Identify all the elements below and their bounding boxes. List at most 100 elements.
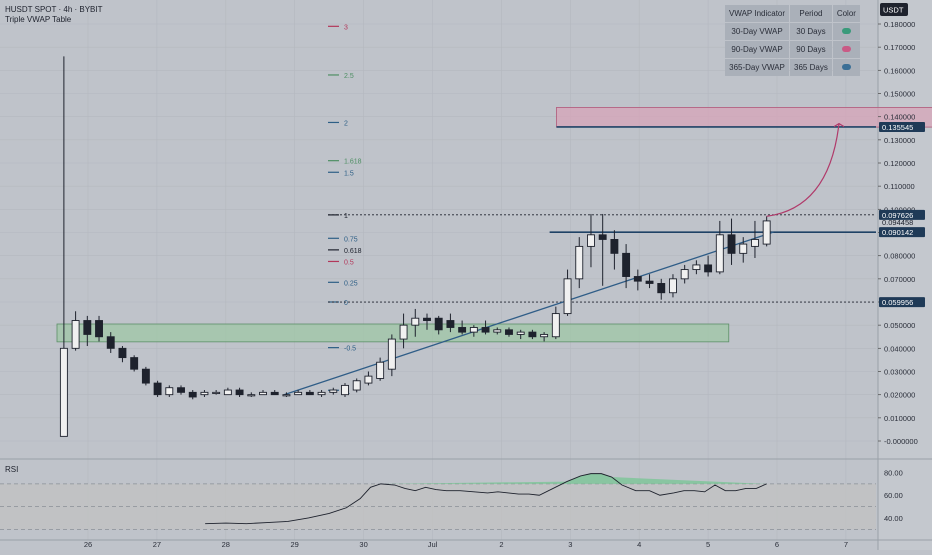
currency-button-label[interactable]: USDT bbox=[883, 6, 904, 15]
fib-level-label: 1 bbox=[344, 213, 348, 220]
ascending-trendline bbox=[284, 231, 774, 396]
vwap-table-header: VWAP Indicator Period Color bbox=[725, 5, 860, 22]
time-axis-label: 7 bbox=[844, 540, 848, 549]
candle-body bbox=[610, 238, 619, 254]
candle-body bbox=[727, 234, 736, 254]
vwap-row-name: 365-Day VWAP bbox=[725, 59, 790, 76]
rsi-line bbox=[205, 473, 767, 525]
fib-level-label: 1.618 bbox=[344, 159, 362, 166]
candle-body bbox=[317, 391, 326, 396]
candle-body bbox=[188, 391, 197, 398]
candle-body bbox=[352, 380, 361, 391]
candle-body bbox=[259, 391, 267, 396]
vwap-row-period: 365 Days bbox=[790, 59, 832, 76]
candle-body bbox=[434, 317, 443, 331]
time-axis-label: 3 bbox=[568, 540, 572, 549]
fib-level-label: 2.5 bbox=[344, 73, 354, 80]
price-label-text: 0.090142 bbox=[882, 228, 913, 237]
price-tick-label: 0.110000 bbox=[884, 182, 915, 191]
price-tick-label: 0.160000 bbox=[884, 66, 915, 75]
vwap-row: 90-Day VWAP 90 Days bbox=[725, 41, 860, 58]
candle-body bbox=[469, 327, 478, 333]
candle-body bbox=[71, 320, 80, 349]
candle-body bbox=[516, 331, 525, 335]
vwap-row: 30-Day VWAP 30 Days bbox=[725, 23, 860, 40]
time-axis-label: 2 bbox=[499, 540, 503, 549]
vwap-row-color bbox=[832, 59, 860, 76]
target-arrow bbox=[766, 123, 840, 217]
fib-level-label: 0 bbox=[344, 300, 348, 307]
candle-body bbox=[505, 329, 513, 335]
price-tick-label: 0.010000 bbox=[884, 414, 915, 423]
vwap-row-color bbox=[832, 41, 860, 58]
candle-body bbox=[223, 389, 232, 396]
candle-body bbox=[458, 327, 467, 333]
candle-body bbox=[200, 391, 209, 396]
candle-body bbox=[153, 382, 162, 396]
price-label-box bbox=[879, 227, 925, 238]
price-label-box bbox=[879, 297, 925, 308]
price-tick-label: 0.130000 bbox=[884, 136, 915, 145]
candle-body bbox=[305, 391, 314, 396]
candle-body bbox=[118, 347, 127, 359]
price-tick-label: 0.150000 bbox=[884, 90, 915, 99]
candle-body bbox=[692, 264, 701, 271]
candle-body bbox=[715, 234, 724, 273]
candle-body bbox=[598, 234, 607, 240]
vwap-col-color: Color bbox=[832, 5, 860, 22]
candle-body bbox=[364, 375, 373, 384]
candle-body bbox=[387, 338, 396, 370]
vwap-col-indicator: VWAP Indicator bbox=[725, 5, 790, 22]
candles bbox=[59, 56, 771, 437]
indicator-title: Triple VWAP Table bbox=[5, 15, 72, 24]
rsi-overbought-fill bbox=[380, 473, 767, 484]
candle-body bbox=[399, 324, 408, 340]
price-label-text: 0.135545 bbox=[882, 123, 913, 132]
time-axis-label: 30 bbox=[359, 540, 367, 549]
candle-body bbox=[247, 394, 256, 397]
candle-body bbox=[739, 243, 748, 254]
price-tick-label: 0.180000 bbox=[884, 20, 915, 29]
candle-body bbox=[751, 238, 759, 247]
price-tick-label: 0.030000 bbox=[884, 368, 915, 377]
candle-body bbox=[411, 317, 420, 326]
fib-level-label: 0.75 bbox=[344, 236, 358, 243]
candle-body bbox=[704, 264, 713, 273]
price-tick-label: 0.080000 bbox=[884, 252, 915, 261]
rsi-tick-label: 40.00 bbox=[884, 514, 903, 523]
price-tick-label: 0.170000 bbox=[884, 43, 915, 52]
candle-body bbox=[282, 394, 291, 397]
vwap-col-period: Period bbox=[790, 5, 832, 22]
candle-body bbox=[235, 389, 244, 396]
candle-body bbox=[141, 368, 150, 384]
price-label-text: 0.059956 bbox=[882, 298, 913, 307]
candle-body bbox=[657, 283, 666, 294]
grid bbox=[0, 0, 876, 540]
vwap-color-dot bbox=[841, 46, 851, 52]
time-axis-label: 6 bbox=[775, 540, 779, 549]
candle-body bbox=[680, 269, 689, 280]
candle-body bbox=[423, 317, 431, 321]
price-tick-label: 0.040000 bbox=[884, 344, 915, 353]
price-tick-label: 0.140000 bbox=[884, 113, 915, 122]
time-axis-label: 28 bbox=[222, 540, 230, 549]
price-tick-label: 0.070000 bbox=[884, 275, 915, 284]
price-tick-label: 0.120000 bbox=[884, 159, 915, 168]
vwap-color-dot bbox=[841, 64, 851, 70]
candle-body bbox=[376, 361, 385, 379]
candle-body bbox=[622, 252, 631, 277]
candle-body bbox=[669, 278, 677, 294]
candle-body bbox=[645, 280, 654, 284]
candle-body bbox=[177, 387, 185, 393]
currency-button bbox=[880, 3, 908, 16]
candle-body bbox=[270, 391, 279, 396]
rsi-tick-label: 80.00 bbox=[884, 469, 903, 478]
rsi-label: RSI bbox=[5, 465, 18, 474]
candle-body bbox=[528, 331, 537, 338]
fib-level-label: 1.5 bbox=[344, 170, 354, 177]
price-label-box bbox=[879, 209, 925, 220]
fib-level-label: -0.5 bbox=[344, 346, 356, 353]
price-label-text: 0.094458 bbox=[882, 218, 913, 227]
